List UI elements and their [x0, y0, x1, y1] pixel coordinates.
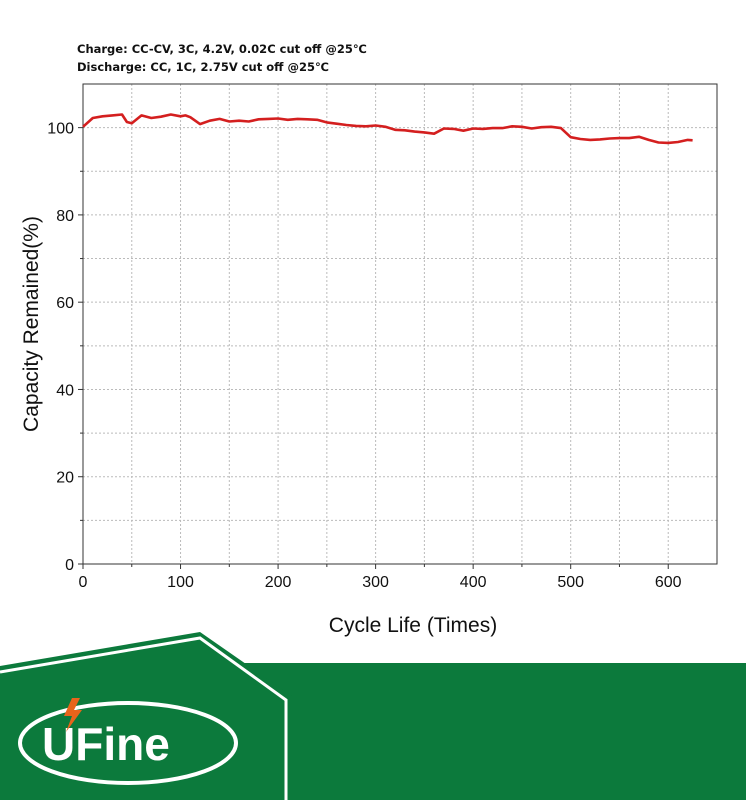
logo-house-shape	[0, 632, 292, 800]
x-tick-label: 400	[460, 574, 487, 591]
y-tick-label: 80	[56, 208, 74, 225]
test-conditions: Charge: CC-CV, 3C, 4.2V, 0.02C cut off @…	[77, 40, 367, 76]
x-tick-label: 500	[557, 574, 584, 591]
x-tick-label: 0	[79, 574, 88, 591]
x-tick-label: 600	[655, 574, 682, 591]
plot-frame	[82, 83, 718, 565]
y-tick-label: 20	[56, 470, 74, 487]
logo-ring	[18, 701, 238, 785]
capacity-series-line	[82, 113, 693, 145]
x-tick-label: 100	[167, 574, 194, 591]
y-tick-label: 60	[56, 295, 74, 312]
grid-layer	[83, 84, 717, 564]
y-tick-label: 40	[56, 382, 74, 399]
banner-green-band	[212, 663, 746, 800]
lightning-icon	[64, 698, 82, 732]
tick-layer: 0 100 200 300 400 500 600 0 20 40 60 80 100	[47, 121, 681, 591]
charge-condition-text: Charge: CC-CV, 3C, 4.2V, 0.02C cut off @…	[77, 42, 367, 56]
y-axis-title: Capacity Remained(%)	[20, 216, 43, 432]
brand-banner: UFine	[0, 632, 746, 800]
y-tick-label: 100	[47, 121, 74, 138]
series-layer	[82, 113, 693, 145]
house-outline	[0, 636, 288, 800]
x-tick-label: 200	[265, 574, 292, 591]
discharge-condition-text: Discharge: CC, 1C, 2.75V cut off @25℃	[77, 60, 329, 74]
y-tick-label: 0	[65, 557, 74, 574]
x-axis-title: Cycle Life (Times)	[329, 614, 497, 637]
x-tick-label: 300	[362, 574, 389, 591]
logo-text: UFine	[42, 718, 170, 770]
capacity-cycle-chart: 0 100 200 300 400 500 600 0 20 40 60 80 100 Cycle Li…	[20, 83, 718, 637]
